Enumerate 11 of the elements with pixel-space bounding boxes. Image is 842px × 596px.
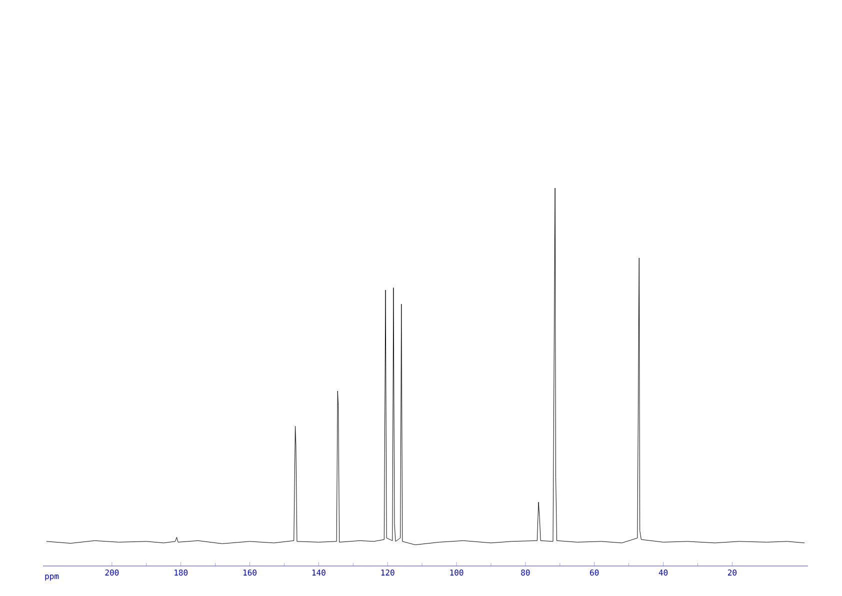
x-tick-label: 120 [381, 570, 394, 576]
x-tick-label: 40 [658, 570, 668, 576]
x-tick-label: 20 [728, 570, 736, 576]
x-tick-label: 140 [312, 570, 326, 576]
x-tick-label: 100 [450, 570, 464, 576]
x-axis-title: ppm [45, 574, 59, 581]
x-tick-label: 80 [521, 570, 530, 576]
x-tick-label: 160 [243, 570, 256, 576]
x-tick-label: 180 [174, 570, 188, 576]
x-tick-label: 200 [105, 570, 119, 576]
x-tick-label: 60 [590, 570, 599, 576]
